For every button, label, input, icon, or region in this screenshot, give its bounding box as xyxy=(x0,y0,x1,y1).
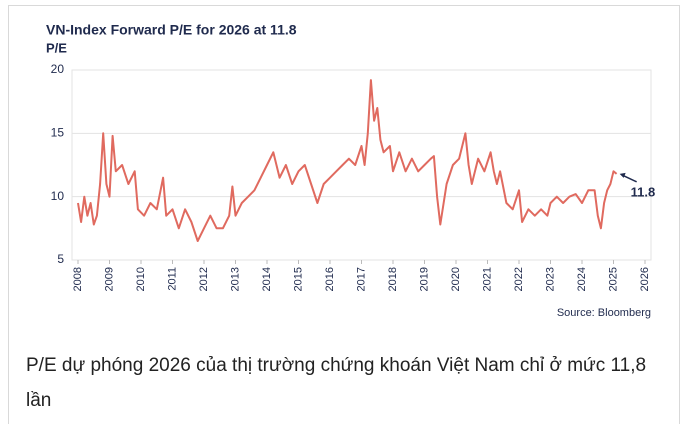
plot-frame xyxy=(71,69,652,261)
x-tick-label: 2021 xyxy=(481,267,493,291)
x-tick-label: 2024 xyxy=(576,267,588,291)
x-tick-label: 2009 xyxy=(103,267,115,291)
chart: VN-Index Forward P/E for 2026 at 11.8 P/… xyxy=(46,22,656,319)
y-tick-label: 15 xyxy=(51,126,65,140)
data-line xyxy=(77,79,618,242)
x-tick-label: 2020 xyxy=(450,267,462,291)
y-tick-label: 5 xyxy=(57,252,64,266)
x-tick-label: 2015 xyxy=(292,267,304,291)
y-tick-label: 10 xyxy=(51,189,65,203)
annotation-label: 11.8 xyxy=(631,184,656,199)
x-tick-label: 2008 xyxy=(72,267,84,291)
x-tick-label: 2025 xyxy=(607,267,619,291)
x-tick-label: 2019 xyxy=(418,267,430,291)
x-tick-label: 2016 xyxy=(324,267,336,291)
x-tick-label: 2012 xyxy=(198,267,210,291)
article-figure: VN-Index Forward P/E for 2026 at 11.8 P/… xyxy=(8,5,680,424)
annotation-arrowhead xyxy=(619,172,626,178)
x-tick-label: 2011 xyxy=(166,267,178,291)
x-tick-label: 2026 xyxy=(639,267,651,291)
x-tick-label: 2022 xyxy=(513,267,525,291)
x-tick-label: 2018 xyxy=(387,267,399,291)
y-axis-label: P/E xyxy=(46,40,67,55)
x-tick-label: 2014 xyxy=(261,267,273,291)
x-tick-label: 2013 xyxy=(229,267,241,291)
caption: P/E dự phóng 2026 của thị trường chứng k… xyxy=(26,355,647,411)
x-tick-label: 2023 xyxy=(544,267,556,291)
source-note: Source: Bloomberg xyxy=(557,307,651,319)
x-tick-label: 2017 xyxy=(355,267,367,291)
chart-title: VN-Index Forward P/E for 2026 at 11.8 xyxy=(46,22,297,38)
x-tick-label: 2010 xyxy=(135,267,147,291)
y-tick-label: 20 xyxy=(51,62,65,76)
